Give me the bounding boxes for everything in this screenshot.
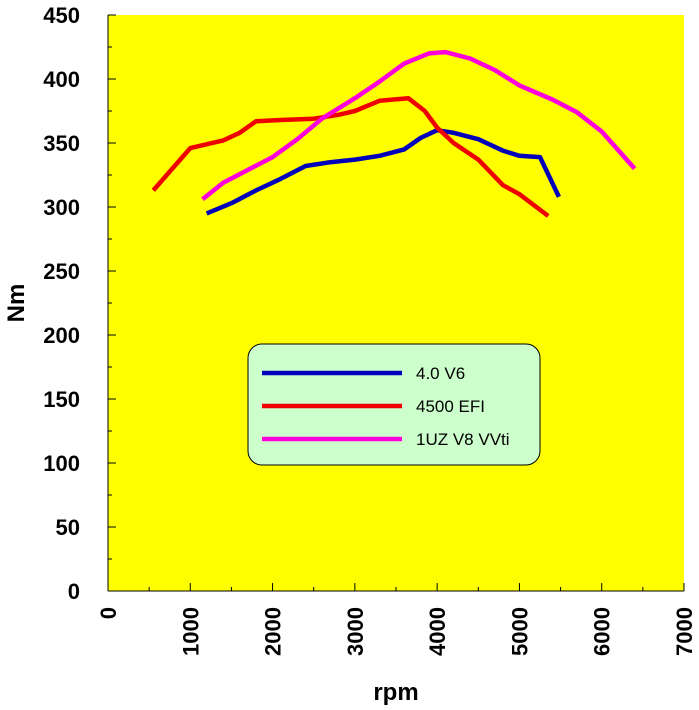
legend-label: 4.0 V6 bbox=[416, 364, 465, 383]
legend: 4.0 V6 4500 EFI 1UZ V8 VVti bbox=[247, 343, 541, 466]
x-tick-label: 0 bbox=[96, 607, 121, 619]
y-tick-label: 50 bbox=[56, 515, 80, 540]
y-tick-label: 0 bbox=[68, 579, 80, 604]
x-tick-label: 2000 bbox=[261, 607, 286, 656]
x-tick-label: 1000 bbox=[178, 607, 203, 656]
y-tick-label: 350 bbox=[43, 131, 80, 156]
x-tick-label: 6000 bbox=[590, 607, 615, 656]
legend-label: 4500 EFI bbox=[416, 397, 485, 416]
x-tick-label: 3000 bbox=[343, 607, 368, 656]
y-axis-title: Nm bbox=[3, 284, 30, 323]
x-tick-label: 7000 bbox=[672, 607, 697, 656]
plot-area bbox=[108, 15, 684, 591]
series-line bbox=[201, 49, 637, 202]
y-tick-label: 450 bbox=[43, 3, 80, 28]
y-tick-label: 400 bbox=[43, 67, 80, 92]
y-tick-label: 200 bbox=[43, 323, 80, 348]
x-tick-label: 4000 bbox=[425, 607, 450, 656]
y-tick-label: 250 bbox=[43, 259, 80, 284]
y-tick-label: 300 bbox=[43, 195, 80, 220]
y-tick-label: 150 bbox=[43, 387, 80, 412]
legend-label: 1UZ V8 VVti bbox=[416, 430, 510, 449]
x-tick-label: 5000 bbox=[507, 607, 532, 656]
series-line bbox=[151, 95, 550, 218]
series-line bbox=[205, 127, 561, 216]
x-axis-title: rpm bbox=[373, 679, 418, 706]
y-tick-label: 100 bbox=[43, 451, 80, 476]
